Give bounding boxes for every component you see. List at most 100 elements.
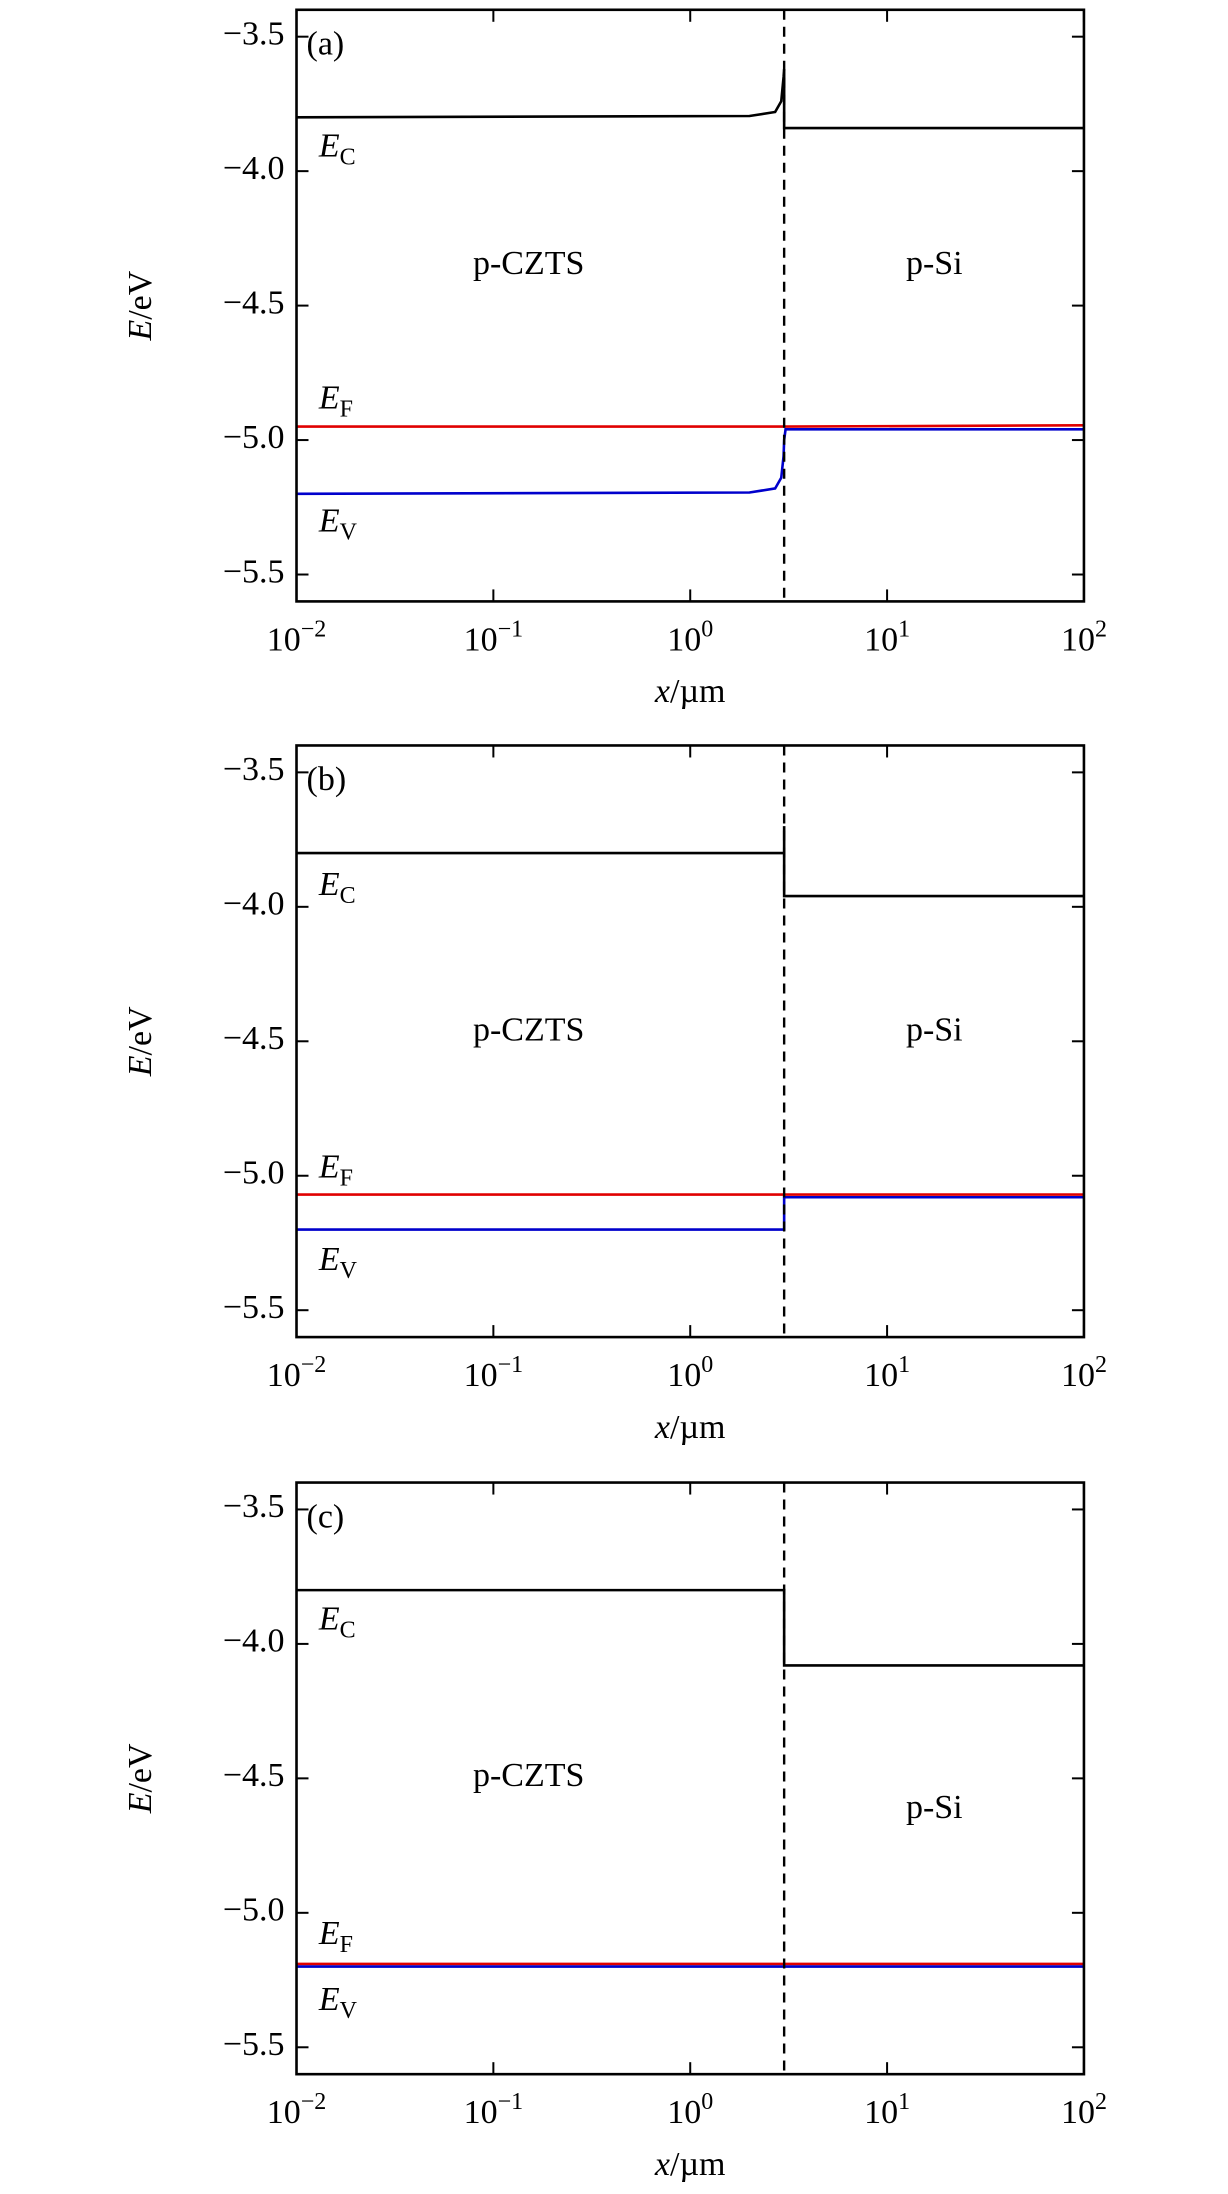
band-label: EC bbox=[318, 866, 356, 909]
band-label: EF bbox=[318, 379, 353, 422]
energy-line bbox=[296, 826, 1084, 898]
band-label: EV bbox=[318, 1981, 358, 2024]
y-tick-label: −3.5 bbox=[223, 15, 285, 52]
y-axis-label: E/eV bbox=[122, 270, 159, 341]
region-label: p-Si bbox=[906, 1789, 963, 1826]
y-tick-label: −4.0 bbox=[223, 1623, 285, 1660]
region-label: p-Si bbox=[906, 1012, 963, 1049]
band-symbol: E bbox=[318, 1915, 340, 1952]
y-tick-label: −4.0 bbox=[223, 150, 285, 187]
tick-exponent: 1 bbox=[898, 1352, 910, 1378]
y-axis-label: E/eV bbox=[122, 1006, 159, 1077]
axis-symbol: x bbox=[654, 673, 670, 710]
band-symbol: E bbox=[318, 502, 340, 539]
band-subscript: C bbox=[340, 145, 356, 171]
tick-base: 10 bbox=[667, 1357, 701, 1394]
tick-base: 10 bbox=[864, 1357, 898, 1394]
y-tick-label: −3.5 bbox=[223, 1488, 285, 1525]
band-label: EF bbox=[318, 1915, 353, 1958]
panel-label: (b) bbox=[307, 761, 347, 798]
band-subscript: V bbox=[340, 1258, 358, 1284]
panel-label: (c) bbox=[307, 1498, 345, 1535]
x-tick-label: 102 bbox=[1061, 616, 1107, 658]
axis-unit: /eV bbox=[122, 1006, 159, 1056]
tick-base: 10 bbox=[267, 2094, 301, 2131]
x-tick-label: 102 bbox=[1061, 1352, 1107, 1394]
y-tick-label: −5.0 bbox=[223, 419, 285, 456]
tick-base: 10 bbox=[1061, 1357, 1095, 1394]
x-tick-label: 101 bbox=[864, 2089, 910, 2131]
tick-base: 10 bbox=[667, 2094, 701, 2131]
energy-line bbox=[296, 1195, 1084, 1231]
tick-exponent: 2 bbox=[1095, 616, 1107, 642]
axis-unit: /eV bbox=[122, 270, 159, 320]
tick-exponent: −1 bbox=[498, 2089, 524, 2115]
tick-exponent: 0 bbox=[701, 2089, 713, 2115]
axis-unit: /eV bbox=[122, 1743, 159, 1793]
y-tick-label: −4.5 bbox=[223, 1757, 285, 1794]
tick-exponent: −1 bbox=[498, 1352, 524, 1378]
tick-base: 10 bbox=[464, 2094, 498, 2131]
x-tick-label: 10−1 bbox=[464, 616, 524, 658]
region-label: p-CZTS bbox=[473, 1012, 584, 1049]
band-symbol: E bbox=[318, 1600, 340, 1637]
y-axis-label: E/eV bbox=[122, 1743, 159, 1814]
tick-exponent: 1 bbox=[898, 616, 910, 642]
x-tick-label: 100 bbox=[667, 2089, 713, 2131]
axis-symbol: E bbox=[122, 320, 159, 342]
plot-frame bbox=[295, 744, 1086, 1339]
energy-line bbox=[296, 1588, 1084, 1667]
x-axis-label: x/µm bbox=[654, 673, 726, 710]
y-tick-label: −3.5 bbox=[223, 751, 285, 788]
tick-exponent: 0 bbox=[701, 1352, 713, 1378]
y-tick-label: −5.0 bbox=[223, 1892, 285, 1929]
band-label: EC bbox=[318, 1600, 356, 1643]
x-tick-label: 100 bbox=[667, 616, 713, 658]
band-label: EF bbox=[318, 1149, 353, 1192]
band-subscript: F bbox=[340, 1166, 353, 1192]
axis-unit: /µm bbox=[670, 673, 725, 710]
plot-frame bbox=[295, 8, 1086, 603]
band-symbol: E bbox=[318, 1149, 340, 1186]
y-tick-label: −4.5 bbox=[223, 1020, 285, 1057]
x-tick-label: 10−1 bbox=[464, 1352, 524, 1394]
region-label: p-CZTS bbox=[473, 1757, 584, 1794]
x-tick-label: 10−2 bbox=[267, 616, 327, 658]
band-subscript: V bbox=[340, 519, 358, 545]
axis-symbol: x bbox=[654, 2146, 670, 2183]
energy-line bbox=[296, 68, 1084, 130]
band-symbol: E bbox=[318, 379, 340, 416]
tick-base: 10 bbox=[667, 621, 701, 658]
region-label: p-Si bbox=[906, 245, 963, 282]
band-label: EV bbox=[318, 502, 358, 545]
x-tick-label: 101 bbox=[864, 1352, 910, 1394]
axis-unit: /µm bbox=[670, 1409, 725, 1446]
tick-base: 10 bbox=[864, 2094, 898, 2131]
tick-base: 10 bbox=[267, 1357, 301, 1394]
tick-exponent: −1 bbox=[498, 616, 524, 642]
tick-exponent: −2 bbox=[301, 616, 327, 642]
tick-base: 10 bbox=[864, 621, 898, 658]
band-subscript: C bbox=[340, 883, 356, 909]
tick-exponent: 2 bbox=[1095, 2089, 1107, 2115]
x-axis-label: x/µm bbox=[654, 1409, 726, 1446]
plot-frame bbox=[295, 1481, 1086, 2076]
tick-exponent: 1 bbox=[898, 2089, 910, 2115]
band-label: EC bbox=[318, 128, 356, 171]
y-tick-label: −5.5 bbox=[223, 2026, 285, 2063]
tick-base: 10 bbox=[267, 621, 301, 658]
band-symbol: E bbox=[318, 1981, 340, 2018]
tick-exponent: 0 bbox=[701, 616, 713, 642]
y-tick-label: −5.5 bbox=[223, 553, 285, 590]
x-tick-label: 10−1 bbox=[464, 2089, 524, 2131]
band-symbol: E bbox=[318, 866, 340, 903]
tick-exponent: 2 bbox=[1095, 1352, 1107, 1378]
axis-symbol: x bbox=[654, 1409, 670, 1446]
y-tick-label: −5.0 bbox=[223, 1155, 285, 1192]
tick-base: 10 bbox=[464, 621, 498, 658]
y-tick-label: −4.0 bbox=[223, 886, 285, 923]
band-subscript: C bbox=[340, 1617, 356, 1643]
tick-base: 10 bbox=[464, 1357, 498, 1394]
